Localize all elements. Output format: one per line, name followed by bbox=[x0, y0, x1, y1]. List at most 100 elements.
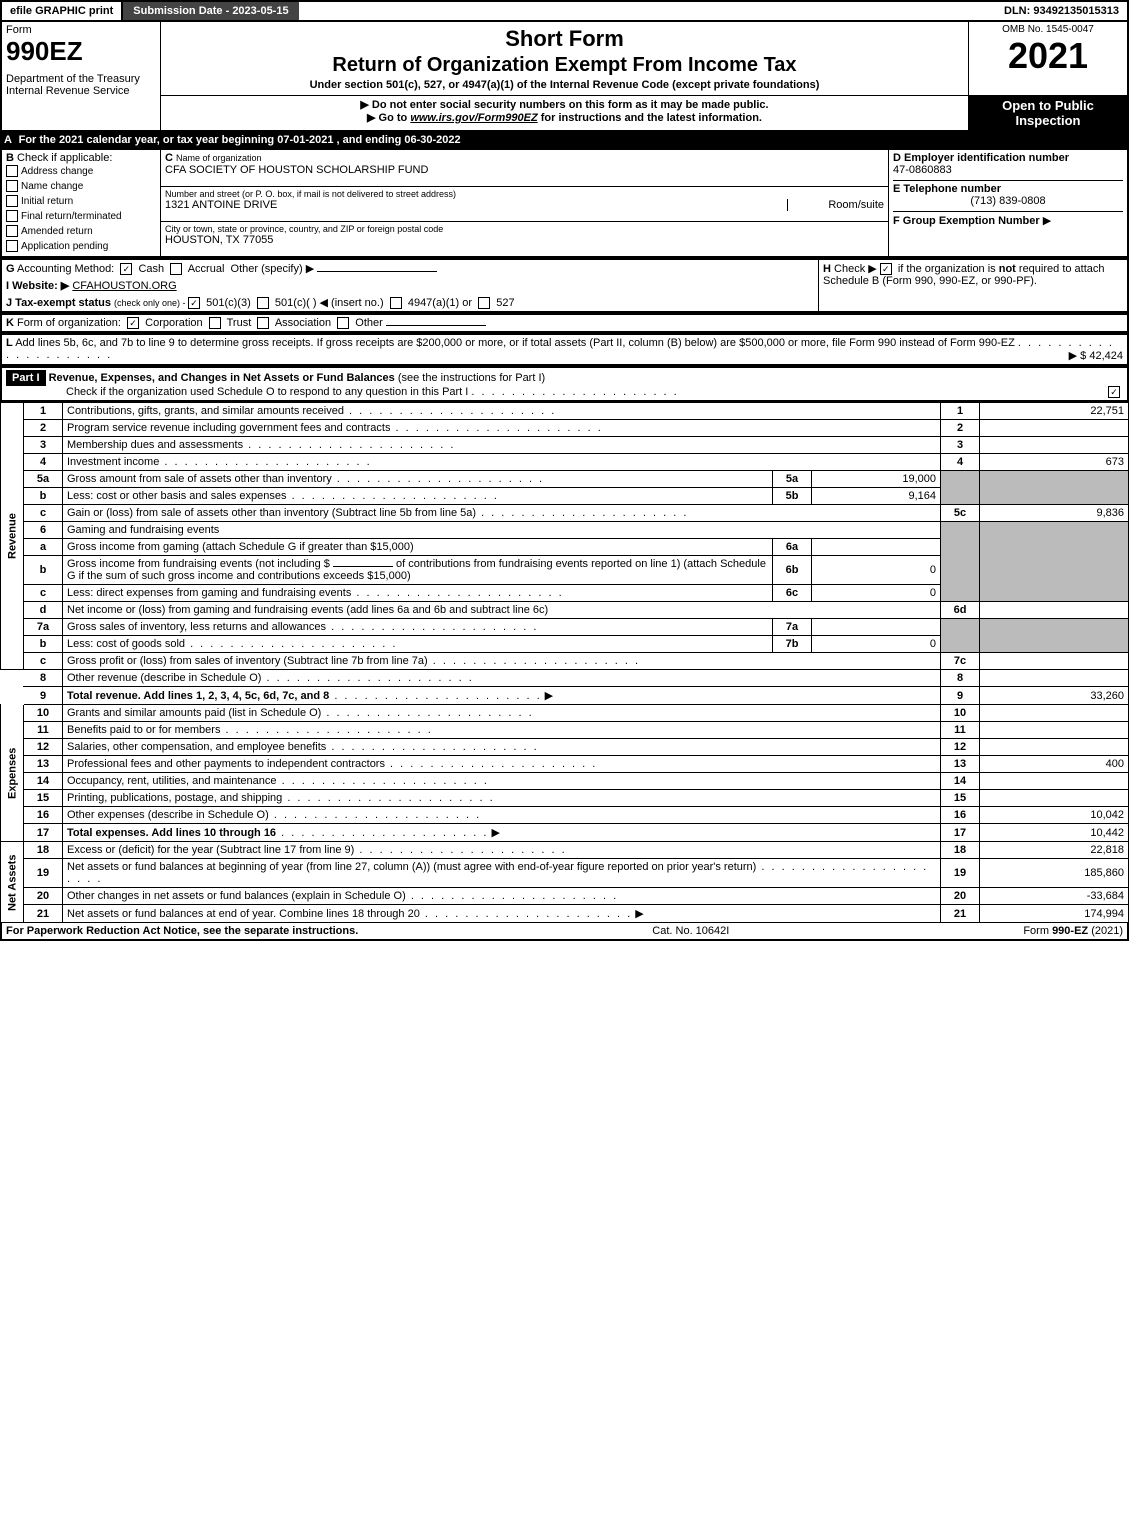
line-6c-boxval: 0 bbox=[812, 585, 941, 602]
form-header: Form 990EZ Department of the Treasury In… bbox=[0, 20, 1129, 132]
line-9-rnum: 9 bbox=[941, 687, 980, 705]
label-name-change: Name change bbox=[21, 181, 83, 192]
checkbox-corporation[interactable] bbox=[127, 317, 139, 329]
checkbox-4947[interactable] bbox=[390, 297, 402, 309]
line-1-desc: Contributions, gifts, grants, and simila… bbox=[67, 405, 344, 417]
line-3-num: 3 bbox=[24, 437, 63, 454]
label-amended-return: Amended return bbox=[21, 226, 93, 237]
label-association: Association bbox=[275, 317, 331, 329]
section-b-title: Check if applicable: bbox=[17, 152, 112, 164]
line-6a-box: 6a bbox=[773, 539, 812, 556]
shaded-6 bbox=[941, 522, 980, 602]
label-accrual: Accrual bbox=[188, 263, 225, 275]
line-14-desc: Occupancy, rent, utilities, and maintena… bbox=[67, 775, 277, 787]
checkbox-initial-return[interactable] bbox=[6, 195, 18, 207]
line-5b-num: b bbox=[24, 488, 63, 505]
line-13-rnum: 13 bbox=[941, 756, 980, 773]
label-final-return: Final return/terminated bbox=[21, 211, 122, 222]
checkbox-schedule-o[interactable] bbox=[1108, 386, 1120, 398]
line-5a-box: 5a bbox=[773, 471, 812, 488]
checkbox-application-pending[interactable] bbox=[6, 240, 18, 252]
footer-right: Form 990-EZ (2021) bbox=[1023, 925, 1123, 937]
line-4-desc: Investment income bbox=[67, 456, 159, 468]
checkbox-other-org[interactable] bbox=[337, 317, 349, 329]
line-21-rnum: 21 bbox=[941, 905, 980, 923]
checkbox-527[interactable] bbox=[478, 297, 490, 309]
checkbox-address-change[interactable] bbox=[6, 165, 18, 177]
line-16-rnum: 16 bbox=[941, 807, 980, 824]
line-3-val bbox=[980, 437, 1129, 454]
line-7a-num: 7a bbox=[24, 619, 63, 636]
footer-left: For Paperwork Reduction Act Notice, see … bbox=[6, 925, 358, 937]
checkbox-association[interactable] bbox=[257, 317, 269, 329]
line-8-rnum: 8 bbox=[941, 670, 980, 687]
line-2-rnum: 2 bbox=[941, 420, 980, 437]
checkbox-501c3[interactable] bbox=[188, 297, 200, 309]
checkbox-trust[interactable] bbox=[209, 317, 221, 329]
line-7a-boxval bbox=[812, 619, 941, 636]
checkbox-501c[interactable] bbox=[257, 297, 269, 309]
line-3-desc: Membership dues and assessments bbox=[67, 439, 243, 451]
section-c-label: C bbox=[165, 152, 173, 164]
checkbox-name-change[interactable] bbox=[6, 180, 18, 192]
line-18-rnum: 18 bbox=[941, 842, 980, 859]
line-6-num: 6 bbox=[24, 522, 63, 539]
line-5b-desc: Less: cost or other basis and sales expe… bbox=[67, 490, 287, 502]
checkbox-schedule-b[interactable] bbox=[880, 263, 892, 275]
line-5b-boxval: 9,164 bbox=[812, 488, 941, 505]
part-i-label: Part I bbox=[6, 370, 46, 386]
line-19-desc: Net assets or fund balances at beginning… bbox=[67, 861, 756, 873]
ein-value: 47-0860883 bbox=[893, 164, 1123, 176]
checkbox-cash[interactable] bbox=[120, 263, 132, 275]
line-4-num: 4 bbox=[24, 454, 63, 471]
line-17-num: 17 bbox=[24, 824, 63, 842]
website-link[interactable]: CFAHOUSTON.ORG bbox=[72, 280, 176, 292]
line-15-num: 15 bbox=[24, 790, 63, 807]
section-a: A For the 2021 calendar year, or tax yea… bbox=[0, 132, 1129, 148]
line-1-rnum: 1 bbox=[941, 403, 980, 420]
line-3-rnum: 3 bbox=[941, 437, 980, 454]
section-i-label: I Website: ▶ bbox=[6, 280, 69, 292]
section-e-label: E Telephone number bbox=[893, 183, 1001, 195]
line-19-val: 185,860 bbox=[980, 859, 1129, 888]
line-16-desc: Other expenses (describe in Schedule O) bbox=[67, 809, 269, 821]
line-6a-boxval bbox=[812, 539, 941, 556]
line-6b-num: b bbox=[24, 556, 63, 585]
line-6d-val bbox=[980, 602, 1129, 619]
line-7c-rnum: 7c bbox=[941, 653, 980, 670]
org-info-table: B Check if applicable: Address change Na… bbox=[0, 148, 1129, 258]
line-9-val: 33,260 bbox=[980, 687, 1129, 705]
line-18-val: 22,818 bbox=[980, 842, 1129, 859]
submission-date-label: Submission Date - 2023-05-15 bbox=[123, 2, 298, 20]
line-19-num: 19 bbox=[24, 859, 63, 888]
line-13-val: 400 bbox=[980, 756, 1129, 773]
form-number: 990EZ bbox=[6, 36, 156, 67]
footer-right-form: 990-EZ bbox=[1052, 925, 1088, 937]
part-i-title: Revenue, Expenses, and Changes in Net As… bbox=[49, 372, 395, 384]
goto-prefix: ▶ Go to bbox=[367, 112, 410, 124]
checkbox-amended-return[interactable] bbox=[6, 225, 18, 237]
line-7c-num: c bbox=[24, 653, 63, 670]
irs-link[interactable]: www.irs.gov/Form990EZ bbox=[410, 112, 537, 124]
line-10-num: 10 bbox=[24, 705, 63, 722]
line-20-val: -33,684 bbox=[980, 888, 1129, 905]
checkbox-final-return[interactable] bbox=[6, 210, 18, 222]
part-i-check-text: Check if the organization used Schedule … bbox=[66, 386, 468, 398]
goto-suffix: for instructions and the latest informat… bbox=[541, 112, 762, 124]
footer-center: Cat. No. 10642I bbox=[652, 925, 729, 937]
open-to-public: Open to Public Inspection bbox=[969, 96, 1129, 132]
line-12-num: 12 bbox=[24, 739, 63, 756]
shaded-7-val bbox=[980, 619, 1129, 653]
line-6b-desc-pre: Gross income from fundraising events (no… bbox=[67, 558, 330, 570]
line-18-desc: Excess or (deficit) for the year (Subtra… bbox=[67, 844, 354, 856]
line-5c-rnum: 5c bbox=[941, 505, 980, 522]
spacer-v2 bbox=[1, 687, 24, 705]
section-l-text: Add lines 5b, 6c, and 7b to line 9 to de… bbox=[15, 337, 1015, 349]
line-14-rnum: 14 bbox=[941, 773, 980, 790]
line-16-num: 16 bbox=[24, 807, 63, 824]
street-label: Number and street (or P. O. box, if mail… bbox=[165, 189, 884, 199]
checkbox-accrual[interactable] bbox=[170, 263, 182, 275]
line-7b-num: b bbox=[24, 636, 63, 653]
line-8-num: 8 bbox=[24, 670, 63, 687]
section-h-prefix: Check ▶ bbox=[834, 263, 880, 275]
